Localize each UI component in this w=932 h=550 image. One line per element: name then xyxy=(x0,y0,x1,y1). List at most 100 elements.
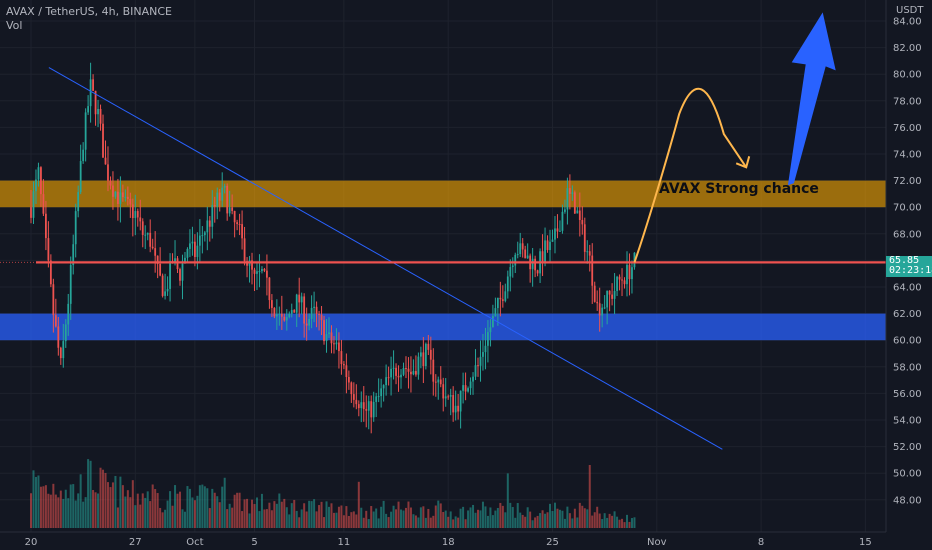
candle-body xyxy=(258,271,261,273)
volume-bar xyxy=(174,485,177,528)
candle-body xyxy=(350,382,353,395)
volume-bar xyxy=(424,517,427,528)
volume-bar xyxy=(159,507,162,528)
annotation-text[interactable]: AVAX Strong chance xyxy=(659,181,819,197)
volume-bar xyxy=(573,508,576,528)
volume-bar xyxy=(375,508,378,528)
candle-body xyxy=(213,205,216,207)
candle-body xyxy=(117,191,119,204)
volume-bar xyxy=(313,499,316,528)
volume-bar xyxy=(114,475,117,528)
volume-bar xyxy=(414,515,417,528)
candle-body xyxy=(69,265,72,304)
candle-body xyxy=(231,207,234,211)
volume-bar xyxy=(621,518,624,528)
volume-bar xyxy=(303,503,306,528)
candle-body xyxy=(320,314,323,321)
candle-body xyxy=(164,291,166,296)
candle-body xyxy=(499,297,502,300)
candle-body xyxy=(99,108,102,124)
candle-body xyxy=(434,381,437,383)
candle-body xyxy=(278,313,281,315)
volume-bar xyxy=(49,494,52,528)
candle-body xyxy=(233,210,236,223)
candle-body xyxy=(184,257,186,264)
candle-body xyxy=(419,352,422,357)
candle-body xyxy=(228,207,231,214)
volume-bar xyxy=(563,518,566,528)
candle-body xyxy=(464,385,467,392)
volume-bar xyxy=(611,515,614,528)
candle-body xyxy=(576,210,579,214)
candle-body xyxy=(380,388,383,397)
volume-bar xyxy=(578,502,581,528)
volume-bar xyxy=(171,505,174,528)
candle-body xyxy=(189,243,191,249)
candle-body xyxy=(293,310,296,313)
volume-bar xyxy=(268,502,271,528)
volume-bar xyxy=(551,511,554,528)
price-tick-label: 52.00 xyxy=(893,442,922,453)
candle-body xyxy=(405,368,407,370)
candle-body xyxy=(32,191,35,218)
volume-bar xyxy=(285,507,288,528)
volume-bar xyxy=(459,508,462,528)
candle-body xyxy=(526,255,529,259)
volume-bar xyxy=(310,501,313,528)
volume-bar xyxy=(166,500,169,528)
volume-bar xyxy=(417,517,420,528)
time-axis-labels[interactable]: 20 27 Oct 5 11 18 25 Nov 8 15 xyxy=(25,537,872,548)
volume-indicator-label[interactable]: Vol xyxy=(6,19,23,32)
candle-body xyxy=(295,294,298,313)
candle-body xyxy=(186,248,189,258)
volume-bar xyxy=(464,519,467,528)
candle-body xyxy=(623,280,626,285)
candle-body xyxy=(216,192,219,207)
candle-body xyxy=(496,297,499,309)
candle-body xyxy=(372,401,375,418)
volume-bar xyxy=(412,514,415,528)
candle-body xyxy=(89,79,92,107)
candle-body xyxy=(283,316,286,321)
volume-bar xyxy=(164,509,167,528)
candle-body xyxy=(437,379,440,383)
candle-body xyxy=(218,192,221,201)
candle-body xyxy=(608,290,611,295)
candle-body xyxy=(407,368,410,372)
volume-bar xyxy=(444,510,447,528)
volume-bar xyxy=(387,517,390,528)
volume-bar xyxy=(633,517,636,528)
volume-bar xyxy=(596,506,599,528)
volume-bar xyxy=(494,510,497,528)
candle-body xyxy=(554,228,556,240)
volume-bar xyxy=(288,514,291,528)
candle-body xyxy=(519,243,522,255)
volume-bar xyxy=(263,509,266,528)
time-tick-label: Nov xyxy=(647,537,667,548)
volume-bar xyxy=(630,518,633,528)
candle-body xyxy=(429,349,432,360)
volume-bar xyxy=(119,476,122,528)
candle-body xyxy=(52,284,55,316)
candle-body xyxy=(484,345,487,353)
volume-bar xyxy=(628,521,631,528)
volume-bar xyxy=(516,503,519,528)
symbol-title[interactable]: AVAX / TetherUS, 4h, BINANCE xyxy=(6,5,172,18)
volume-bar xyxy=(228,503,231,528)
volume-bar xyxy=(469,507,472,528)
volume-bar xyxy=(357,481,360,528)
candle-body xyxy=(333,343,335,345)
volume-bar xyxy=(499,502,502,528)
volume-bar xyxy=(251,499,254,528)
candle-body xyxy=(459,390,462,412)
candle-body xyxy=(462,385,464,391)
volume-bar xyxy=(521,514,524,528)
volume-bar xyxy=(255,497,258,528)
volume-bar xyxy=(571,518,574,528)
volume-bar xyxy=(253,504,256,528)
candle-body xyxy=(412,371,415,375)
candle-body xyxy=(516,254,519,256)
volume-bar xyxy=(84,497,87,528)
candle-body xyxy=(452,395,455,413)
